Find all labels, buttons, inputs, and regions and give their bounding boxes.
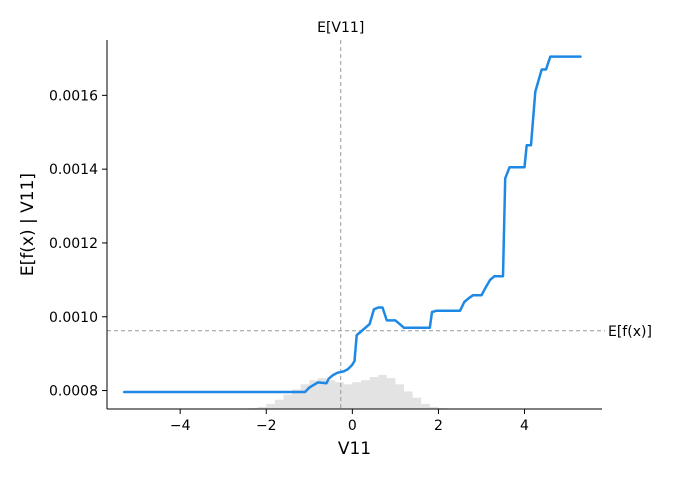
histogram-bar — [249, 407, 258, 409]
series-layer — [122, 55, 582, 394]
histogram-bar — [309, 380, 318, 409]
histogram-bar — [386, 378, 396, 409]
histogram-bar — [421, 403, 430, 409]
histogram-bar — [335, 382, 344, 409]
histogram-bar — [412, 397, 422, 409]
axes: −4 −2 0 2 4 0.0008 0.0010 0.0012 0.0014 0.0016 — [49, 40, 602, 434]
y-axis-title: E[f(x) | V11] — [18, 173, 38, 276]
histogram-bar — [283, 394, 293, 409]
histogram-bar — [257, 406, 267, 409]
histogram-bar — [266, 403, 275, 409]
histogram-bar — [438, 407, 448, 409]
histogram-bar — [292, 389, 301, 409]
histogram-bar — [360, 380, 370, 409]
x-tick-label: −4 — [170, 418, 191, 434]
y-tick-label: 0.0014 — [49, 162, 98, 178]
histogram-bar — [326, 380, 336, 409]
expected-prediction-label: E[f(x)] — [608, 324, 652, 340]
histogram-bar — [369, 377, 379, 409]
x-tick-label: 0 — [348, 418, 357, 434]
histogram — [240, 375, 448, 409]
x-tick-label: 2 — [434, 418, 443, 434]
y-tick-label: 0.0008 — [49, 384, 98, 400]
histogram-bar — [274, 399, 284, 409]
y-tick-label: 0.0016 — [49, 88, 98, 104]
histogram-bar — [429, 406, 439, 409]
y-tick-label: 0.0012 — [49, 236, 98, 252]
reference-lines: E[V11] E[f(x)] — [107, 20, 652, 409]
histogram-bar — [378, 375, 387, 409]
histogram-bar — [404, 391, 413, 409]
histogram-bar — [300, 384, 310, 409]
series-line — [122, 55, 582, 394]
expected-feature-label: E[V11] — [317, 20, 364, 36]
x-tick-label: −2 — [256, 418, 277, 434]
histogram-bar — [317, 378, 327, 409]
histogram-bar — [343, 384, 353, 409]
x-axis-title: V11 — [338, 439, 371, 459]
x-tick-label: 4 — [520, 418, 529, 434]
y-tick-label: 0.0010 — [49, 310, 98, 326]
histogram-bar — [352, 382, 361, 409]
histogram-bar — [395, 384, 404, 409]
